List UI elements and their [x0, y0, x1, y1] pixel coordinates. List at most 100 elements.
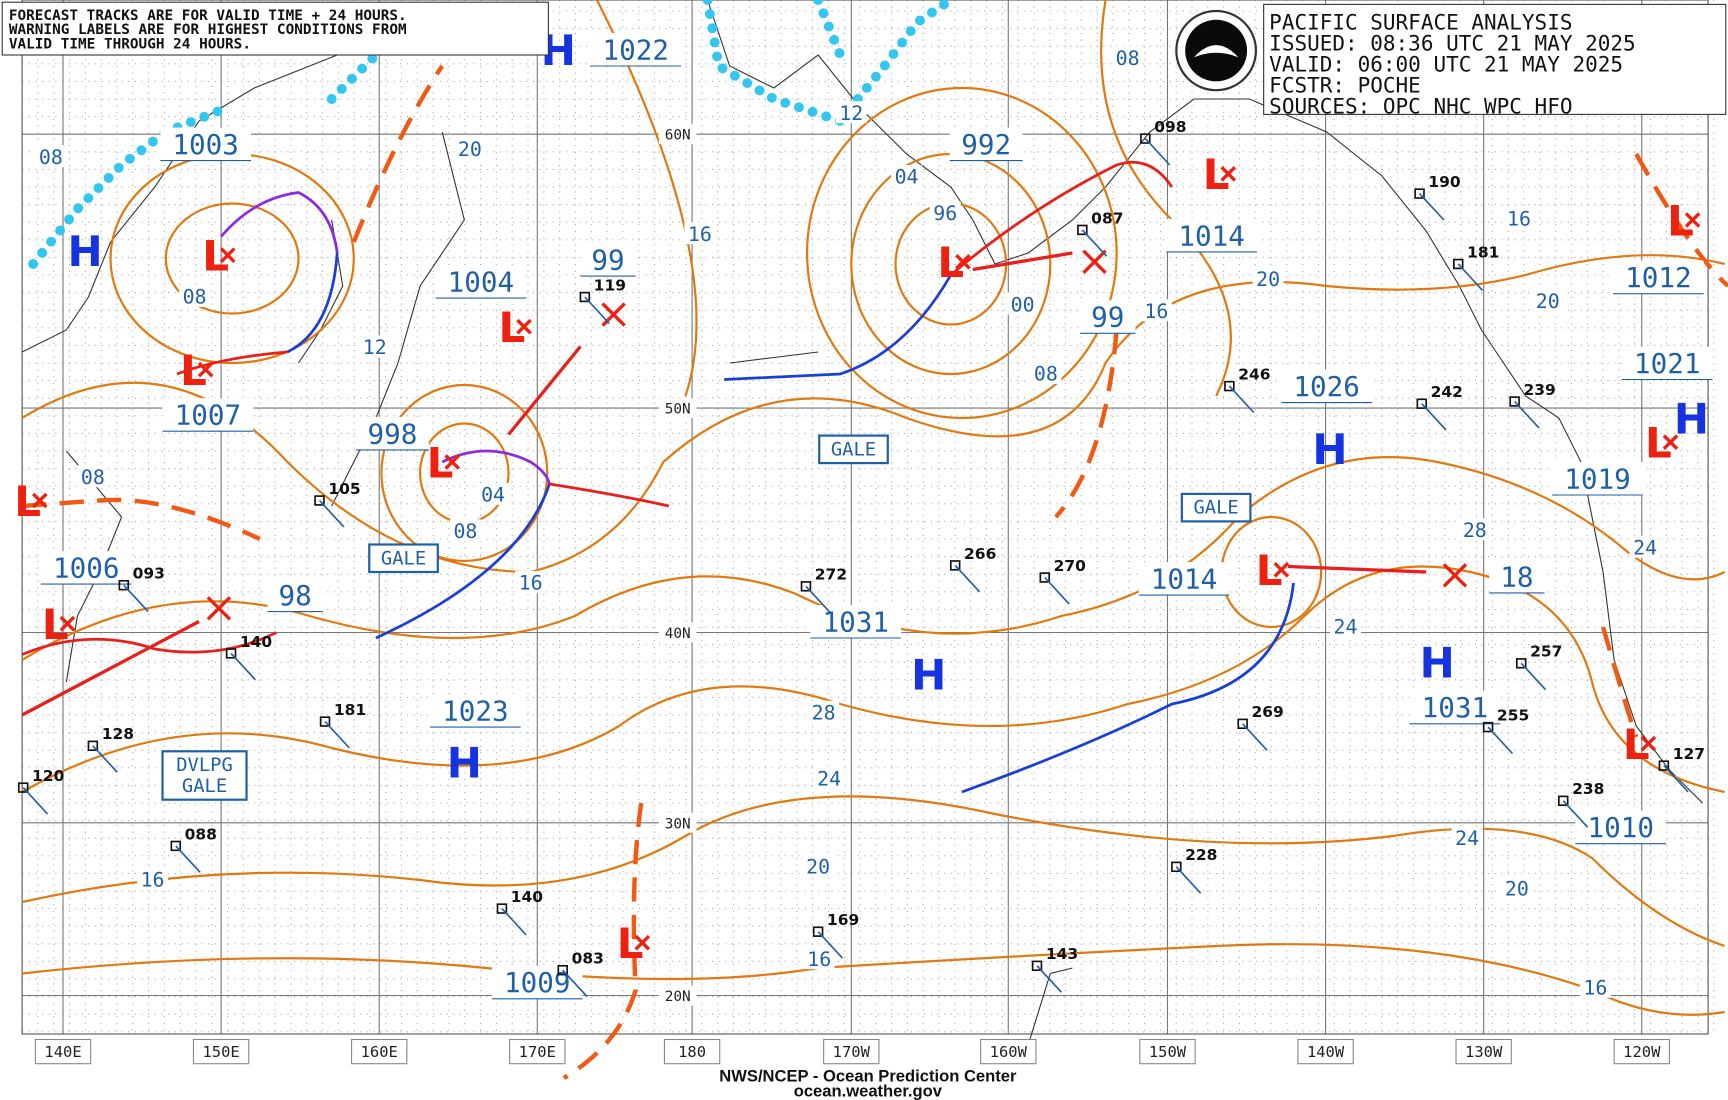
pressure-center-bg [162, 398, 254, 432]
pressure-center-bg [1621, 346, 1713, 380]
wind-barb [1663, 765, 1689, 793]
station-pressure: 266 [964, 545, 996, 563]
isobar-label-bg [515, 570, 547, 593]
isobar-label-bg [1140, 299, 1172, 322]
low-x [955, 254, 971, 270]
station-pressure: 272 [815, 566, 847, 584]
isobar-label: 16 [688, 223, 712, 246]
station-pressure: 128 [102, 725, 134, 743]
isobar-label: 12 [363, 336, 387, 359]
isobar-label-bg [1503, 206, 1535, 229]
station-marker [1414, 188, 1425, 199]
high-center: H [1420, 639, 1455, 688]
lon-label: 140E [44, 1043, 81, 1061]
pressure-center: 1006 [53, 553, 120, 585]
pressure-center: 1009 [504, 967, 571, 999]
forecast-position [601, 302, 626, 327]
station-marker [1140, 133, 1151, 144]
notice-line: VALID TIME THROUGH 24 HOURS. [9, 36, 251, 52]
wind-barb [1044, 576, 1070, 605]
lat-label-box [658, 622, 697, 643]
station-marker [1452, 258, 1464, 270]
pressure-center-bg [949, 127, 1023, 161]
lon-label-box [1455, 1038, 1512, 1065]
station-marker [1658, 760, 1670, 771]
pressure-center-bg [267, 578, 323, 612]
station-marker [800, 581, 812, 592]
pressure-center-bg [430, 694, 521, 728]
isobar-label-bg [808, 700, 840, 723]
wind-barb [1036, 965, 1062, 993]
lon-label: 140W [1307, 1043, 1345, 1061]
isobars [21, 0, 1726, 1016]
header-line: PACIFIC SURFACE ANALYSIS [1269, 11, 1572, 35]
isobar-label: 08 [81, 466, 105, 489]
isobar-label: 20 [806, 855, 830, 878]
isobar-label: 04 [895, 166, 919, 189]
isobar-label: 96 [933, 202, 957, 225]
pressure-center: 1007 [175, 400, 242, 432]
station-marker [87, 740, 99, 752]
warning-label: GALE [182, 776, 227, 797]
station-marker [17, 782, 29, 793]
station-marker [1509, 396, 1520, 407]
isobar-label: 24 [1333, 616, 1357, 639]
station-marker [1039, 572, 1051, 583]
high-center: H [447, 739, 482, 788]
warning-box [368, 543, 439, 574]
station-marker [118, 579, 130, 591]
isobar-label-bg [359, 335, 391, 358]
wind-barb [584, 296, 610, 324]
isobar-label: 20 [1505, 877, 1529, 900]
notice-line: WARNING LABELS ARE FOR HIGHEST CONDITION… [9, 22, 407, 38]
isobar-label-bg [1451, 826, 1483, 849]
wind-barb [123, 584, 149, 613]
lat-label-box [658, 985, 697, 1006]
station-marker [225, 648, 237, 659]
wind-barb [954, 564, 981, 593]
isobar-label-bg [77, 465, 109, 488]
station-pressure: 228 [1185, 846, 1217, 864]
station-marker [1171, 861, 1182, 873]
pressure-center: 1022 [602, 34, 669, 66]
lat-label-box [658, 398, 697, 418]
isobar-label: 28 [812, 701, 836, 724]
isobar-label: 08 [39, 146, 63, 169]
track [507, 345, 582, 436]
warning-label: GALE [831, 439, 876, 460]
lat-label: 30N [665, 816, 691, 832]
lon-label: 170W [833, 1043, 871, 1061]
pressure-center: 1010 [1588, 812, 1655, 844]
wind-barb [92, 745, 118, 773]
warning-box [1180, 492, 1252, 523]
lon-label-box [351, 1038, 408, 1065]
station-pressure: 246 [1238, 366, 1270, 384]
station-marker [1558, 795, 1569, 807]
footer-line: ocean.weather.gov [794, 1082, 943, 1100]
low-x [59, 615, 76, 632]
lon-label: 150E [202, 1043, 239, 1061]
lon-label: 120W [1623, 1043, 1661, 1061]
isobar-label-bg [835, 101, 867, 124]
isobar-label-bg [477, 482, 509, 505]
isobar-label: 20 [458, 138, 482, 161]
wind-barb [22, 787, 49, 815]
isobar-label: 24 [1455, 827, 1479, 850]
isobar-label-bg [1329, 614, 1361, 637]
isobar-label-bg [813, 766, 845, 789]
lon-label: 130W [1465, 1043, 1503, 1061]
header-line: ISSUED: 08:36 UTC 21 MAY 2025 [1269, 32, 1635, 56]
isobar-label-bg [1007, 292, 1039, 315]
station-marker [170, 840, 182, 852]
low-x [1684, 212, 1701, 228]
isobar-label: 16 [807, 948, 831, 971]
wind-barb [1081, 229, 1108, 257]
lon-label-box [980, 1038, 1037, 1065]
isobar-label-bg [1252, 267, 1284, 290]
station-pressure: 087 [1091, 209, 1123, 227]
low-x [1220, 166, 1237, 182]
isobar-label-bg [179, 284, 211, 307]
pressure-center-bg [1409, 690, 1501, 724]
station-pressure: 169 [827, 911, 859, 929]
pressure-center: 1014 [1151, 564, 1218, 596]
